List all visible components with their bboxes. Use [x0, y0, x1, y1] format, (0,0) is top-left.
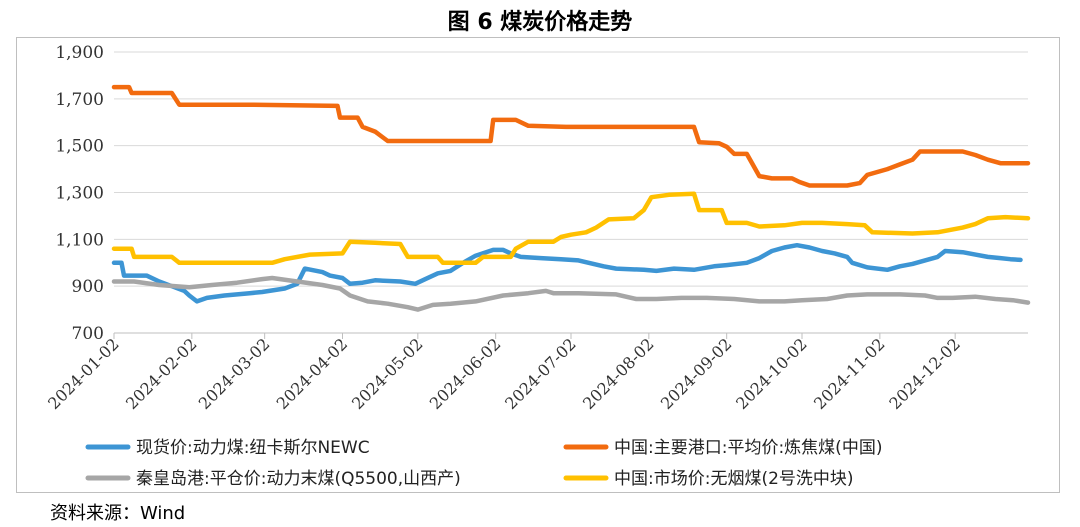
x-tick-label: 2024-04-02: [273, 334, 352, 413]
legend-label-coking: 中国:主要港口:平均价:炼焦煤(中国): [614, 438, 882, 458]
y-tick-label: 1,300: [55, 184, 104, 204]
y-tick-label: 900: [72, 277, 104, 297]
y-tick-label: 1,500: [55, 137, 104, 157]
x-tick-label: 2024-01-02: [44, 334, 123, 413]
x-tick-label: 2024-02-02: [122, 334, 201, 413]
figure-title: 图 6 煤炭价格走势: [447, 10, 633, 35]
y-tick-label: 1,900: [55, 43, 104, 63]
chart-frame: [16, 37, 1060, 493]
y-tick-label: 1,700: [55, 90, 104, 110]
series-line-newc: [111, 242, 1023, 304]
series-line-qinhuangdao: [111, 275, 1031, 312]
x-tick-label: 2024-11-02: [810, 334, 889, 413]
legend: 现货价:动力煤:纽卡斯尔NEWC 中国:主要港口:平均价:炼焦煤(中国) 秦皇岛港:…: [85, 438, 882, 489]
source-note: 资料来源：Wind: [50, 503, 186, 524]
y-tick-label: 700: [72, 324, 104, 344]
series-line-anthracite: [111, 191, 1031, 266]
series-line-coking: [111, 84, 1031, 188]
legend-label-newc: 现货价:动力煤:纽卡斯尔NEWC: [136, 438, 370, 458]
x-tick-label: 2024-08-02: [579, 334, 658, 413]
legend-label-anthracite: 中国:市场价:无烟煤(2号洗中块): [614, 469, 854, 489]
x-tick-label: 2024-09-02: [657, 334, 736, 413]
x-tick-label: 2024-05-02: [348, 334, 427, 413]
legend-label-qinhuangdao: 秦皇岛港:平仓价:动力末煤(Q5500,山西产): [136, 469, 461, 489]
series-lines: [111, 84, 1031, 312]
x-tick-label: 2024-06-02: [426, 334, 505, 413]
x-tick-label: 2024-03-02: [195, 334, 274, 413]
gridlines: [114, 51, 1028, 287]
x-tick-label: 2024-12-02: [885, 334, 964, 413]
x-tick-label: 2024-10-02: [732, 334, 811, 413]
x-tick-label: 2024-07-02: [501, 334, 580, 413]
y-tick-label: 1,100: [55, 230, 104, 250]
